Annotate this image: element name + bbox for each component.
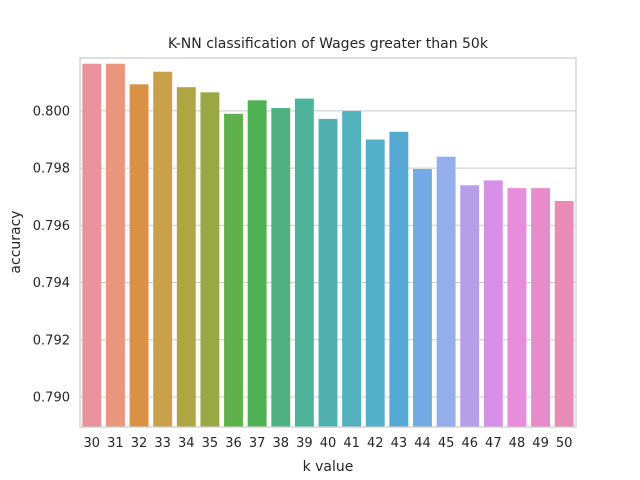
y-tick-label: 0.792 xyxy=(33,333,70,348)
y-tick-label: 0.800 xyxy=(33,104,70,119)
y-tick-label: 0.790 xyxy=(33,390,70,405)
bar-k-44 xyxy=(413,168,432,427)
x-tick-label: 34 xyxy=(178,436,195,451)
y-tick-label: 0.794 xyxy=(33,276,70,291)
x-tick-label: 49 xyxy=(532,436,549,451)
x-tick-label: 38 xyxy=(272,436,289,451)
bar-k-45 xyxy=(436,156,456,428)
x-tick-label: 44 xyxy=(414,436,431,451)
x-tick-label: 46 xyxy=(461,436,478,451)
x-tick-label: 37 xyxy=(249,436,266,451)
x-tick-label: 47 xyxy=(485,436,502,451)
bar-k-33 xyxy=(153,71,173,428)
x-tick-label: 42 xyxy=(367,436,384,451)
x-tick-label: 43 xyxy=(391,436,408,451)
x-tick-labels: 30 31 32 33 34 35 36 37 38 39 40 41 42 43 44 45 46 47 48 49… xyxy=(84,436,573,451)
x-tick-label: 40 xyxy=(320,436,337,451)
bars xyxy=(82,63,574,428)
bar-k-39 xyxy=(294,98,314,428)
x-tick-label: 36 xyxy=(225,436,242,451)
bar-k-31 xyxy=(105,63,125,427)
chart-title: K-NN classification of Wages greater tha… xyxy=(168,36,489,52)
bar-k-42 xyxy=(365,139,385,427)
x-tick-label: 32 xyxy=(131,436,148,451)
bar-k-38 xyxy=(271,108,291,427)
bar-k-50 xyxy=(554,201,574,427)
plot-frame xyxy=(79,57,577,428)
x-axis-label: k value xyxy=(303,459,354,475)
x-tick-label: 33 xyxy=(154,436,171,451)
bar-k-48 xyxy=(507,188,527,427)
bar-k-41 xyxy=(342,110,362,427)
bar-k-43 xyxy=(389,131,409,428)
bar-k-30 xyxy=(82,63,102,427)
bar-k-34 xyxy=(176,87,196,427)
x-tick-label: 39 xyxy=(296,436,313,451)
y-tick-label: 0.796 xyxy=(33,219,70,234)
bar-k-37 xyxy=(247,100,267,427)
bar-k-35 xyxy=(200,92,220,427)
y-tick-label: 0.798 xyxy=(33,162,70,177)
bar-k-40 xyxy=(318,118,338,427)
x-tick-label: 41 xyxy=(343,436,360,451)
x-tick-label: 30 xyxy=(84,436,101,451)
y-tick-labels: 0.790 0.792 0.794 0.796 0.798 0.800 xyxy=(33,104,70,405)
bar-k-46 xyxy=(460,185,480,427)
bar-k-49 xyxy=(531,188,551,427)
x-tick-label: 31 xyxy=(107,436,124,451)
x-tick-label: 35 xyxy=(202,436,219,451)
y-axis-label: accuracy xyxy=(8,210,24,273)
x-tick-label: 48 xyxy=(509,436,526,451)
bar-k-32 xyxy=(129,84,149,427)
bar-k-36 xyxy=(224,113,243,428)
x-tick-label: 45 xyxy=(438,436,455,451)
x-tick-label: 50 xyxy=(556,436,573,451)
bar-k-47 xyxy=(483,180,503,427)
